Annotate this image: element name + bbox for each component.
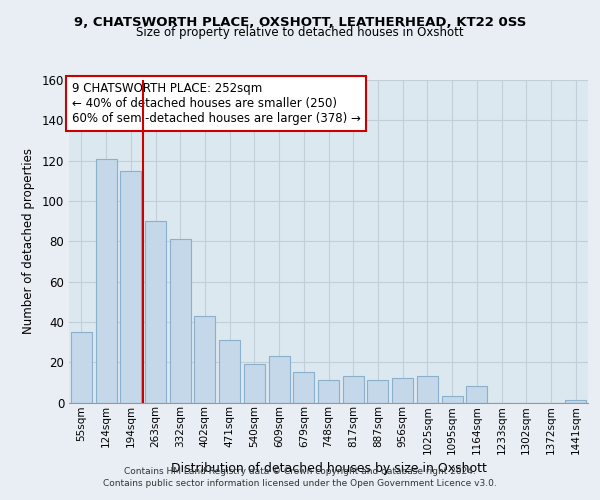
Bar (219, 340, 240, 402)
Bar (95, 158, 116, 402)
Bar (442, 396, 463, 402)
Bar (120, 170, 141, 402)
Bar (194, 316, 215, 402)
Bar (269, 356, 290, 403)
Bar (367, 380, 388, 402)
Bar (466, 386, 487, 402)
Bar (170, 239, 191, 402)
Bar (318, 380, 339, 402)
Bar (565, 400, 586, 402)
X-axis label: Distribution of detached houses by size in Oxshott: Distribution of detached houses by size … (170, 462, 487, 475)
Bar (145, 221, 166, 402)
Bar (417, 376, 438, 402)
Y-axis label: Number of detached properties: Number of detached properties (22, 148, 35, 334)
Text: 9 CHATSWORTH PLACE: 252sqm
← 40% of detached houses are smaller (250)
60% of sem: 9 CHATSWORTH PLACE: 252sqm ← 40% of deta… (71, 82, 361, 124)
Bar (392, 378, 413, 402)
Bar (343, 376, 364, 402)
Text: Contains HM Land Registry data © Crown copyright and database right 2024.: Contains HM Land Registry data © Crown c… (124, 467, 476, 476)
Text: Contains public sector information licensed under the Open Government Licence v3: Contains public sector information licen… (103, 478, 497, 488)
Bar (293, 372, 314, 402)
Text: Size of property relative to detached houses in Oxshott: Size of property relative to detached ho… (136, 26, 464, 39)
Bar (244, 364, 265, 403)
Bar (71, 332, 92, 402)
Text: 9, CHATSWORTH PLACE, OXSHOTT, LEATHERHEAD, KT22 0SS: 9, CHATSWORTH PLACE, OXSHOTT, LEATHERHEA… (74, 16, 526, 29)
